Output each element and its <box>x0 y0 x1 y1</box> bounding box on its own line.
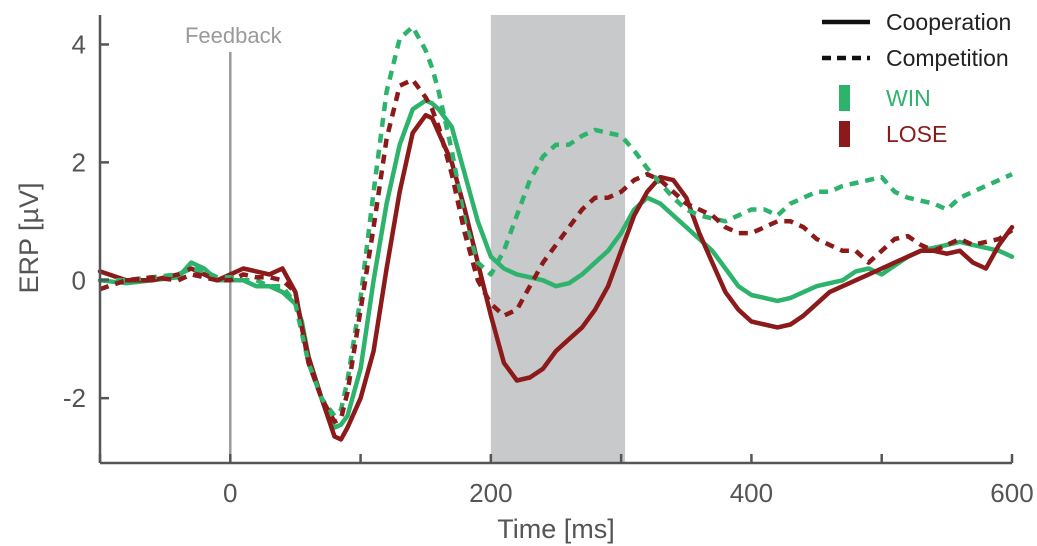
series-line-lose-cooperation <box>97 112 1015 442</box>
y-axis-title: ERP [µV] <box>14 182 44 293</box>
legend-swatch-win <box>839 85 850 111</box>
y-tick-label: 0 <box>72 265 86 295</box>
x-tick-label: 400 <box>730 478 773 508</box>
feedback-annotation: Feedback <box>185 23 283 48</box>
legend-label-competition: Competition <box>886 45 1009 71</box>
series-line-lose-competition <box>99 77 1014 424</box>
legend-label-win: WIN <box>886 85 931 111</box>
legend-swatch-lose <box>839 121 850 147</box>
x-tick-label: 600 <box>990 478 1033 508</box>
series-line-win-competition <box>100 24 1013 419</box>
legend-label-cooperation: Cooperation <box>886 9 1011 35</box>
x-tick-label: 0 <box>223 478 237 508</box>
analysis-window-shade <box>490 15 626 463</box>
y-tick-label: 4 <box>72 29 86 59</box>
legend-label-lose: LOSE <box>886 121 947 147</box>
x-tick-label: 200 <box>469 478 512 508</box>
y-tick-label: -2 <box>63 383 86 413</box>
series-line-win-cooperation <box>97 98 1015 430</box>
y-tick-label: 2 <box>72 147 86 177</box>
x-axis-title: Time [ms] <box>497 514 615 544</box>
